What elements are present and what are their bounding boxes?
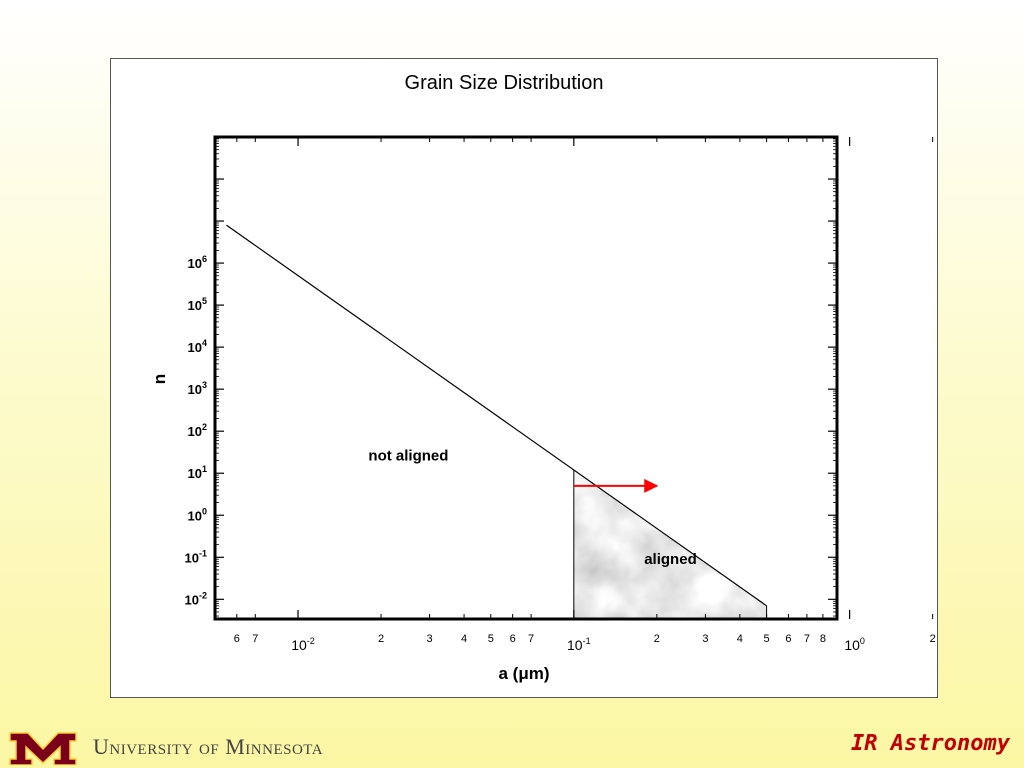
x-minor-tick-label: 8: [820, 633, 826, 645]
x-minor-tick-label: 6: [785, 633, 791, 645]
aligned-region: [573, 469, 768, 619]
x-minor-tick-label: 7: [528, 633, 534, 645]
annotation-label: aligned: [644, 551, 697, 568]
y-tick-label: 102: [188, 422, 207, 439]
maroon-M-logo-icon: [9, 732, 77, 765]
x-minor-tick-label: 4: [737, 633, 743, 645]
aligned-region-fill: [573, 469, 767, 619]
figure-frame: Grain Size Distribution 10-2 10-1 100 101 10…: [110, 58, 938, 698]
x-minor-tick-label: 4: [461, 633, 467, 645]
x-minor-tick-label: 3: [427, 633, 433, 645]
x-minor-tick-label: 7: [804, 633, 810, 645]
y-tick-labels: 10-2 10-1 100 101 102 103 104 105 106: [185, 254, 207, 607]
y-tick-label: 106: [188, 254, 207, 271]
x-minor-tick-label: 5: [488, 633, 494, 645]
y-tick-label: 103: [188, 380, 207, 397]
y-tick-label: 10-2: [185, 590, 207, 607]
x-minor-tick-label: 2: [378, 633, 384, 645]
x-major-tick-label: 10-2: [291, 636, 315, 653]
annotations: not aligned aligned: [368, 448, 696, 568]
x-minor-tick-label: 2: [930, 633, 936, 645]
series-line: [226, 224, 767, 607]
power-law-series: [226, 224, 767, 607]
y-tick-label: 101: [188, 464, 207, 481]
university-name: University of Minnesota: [93, 734, 324, 759]
x-axis-label: a (μm): [498, 664, 549, 683]
chart-title: Grain Size Distribution: [405, 72, 604, 94]
x-minor-tick-label: 7: [252, 633, 258, 645]
y-tick-label: 10-1: [185, 548, 207, 565]
x-minor-tick-label: 3: [702, 633, 708, 645]
x-major-tick-label: 100: [844, 636, 865, 653]
x-minor-tick-label: 2: [654, 633, 660, 645]
annotation-label: not aligned: [368, 448, 448, 465]
grain-size-chart: Grain Size Distribution 10-210-110010110…: [150, 72, 936, 683]
x-minor-tick-label: 5: [764, 633, 770, 645]
course-title: IR Astronomy: [851, 731, 1010, 756]
y-axis-label: n: [150, 374, 169, 384]
x-minor-tick-label: 6: [234, 633, 240, 645]
x-tick-labels: 10-210-11006723456723456782345678: [234, 633, 936, 653]
y-tick-label: 105: [188, 296, 207, 313]
x-major-tick-label: 10-1: [567, 636, 591, 653]
y-tick-label: 100: [188, 506, 207, 523]
y-tick-label: 104: [188, 338, 207, 355]
plot-area-frame: [213, 135, 839, 621]
x-minor-tick-label: 6: [510, 633, 516, 645]
